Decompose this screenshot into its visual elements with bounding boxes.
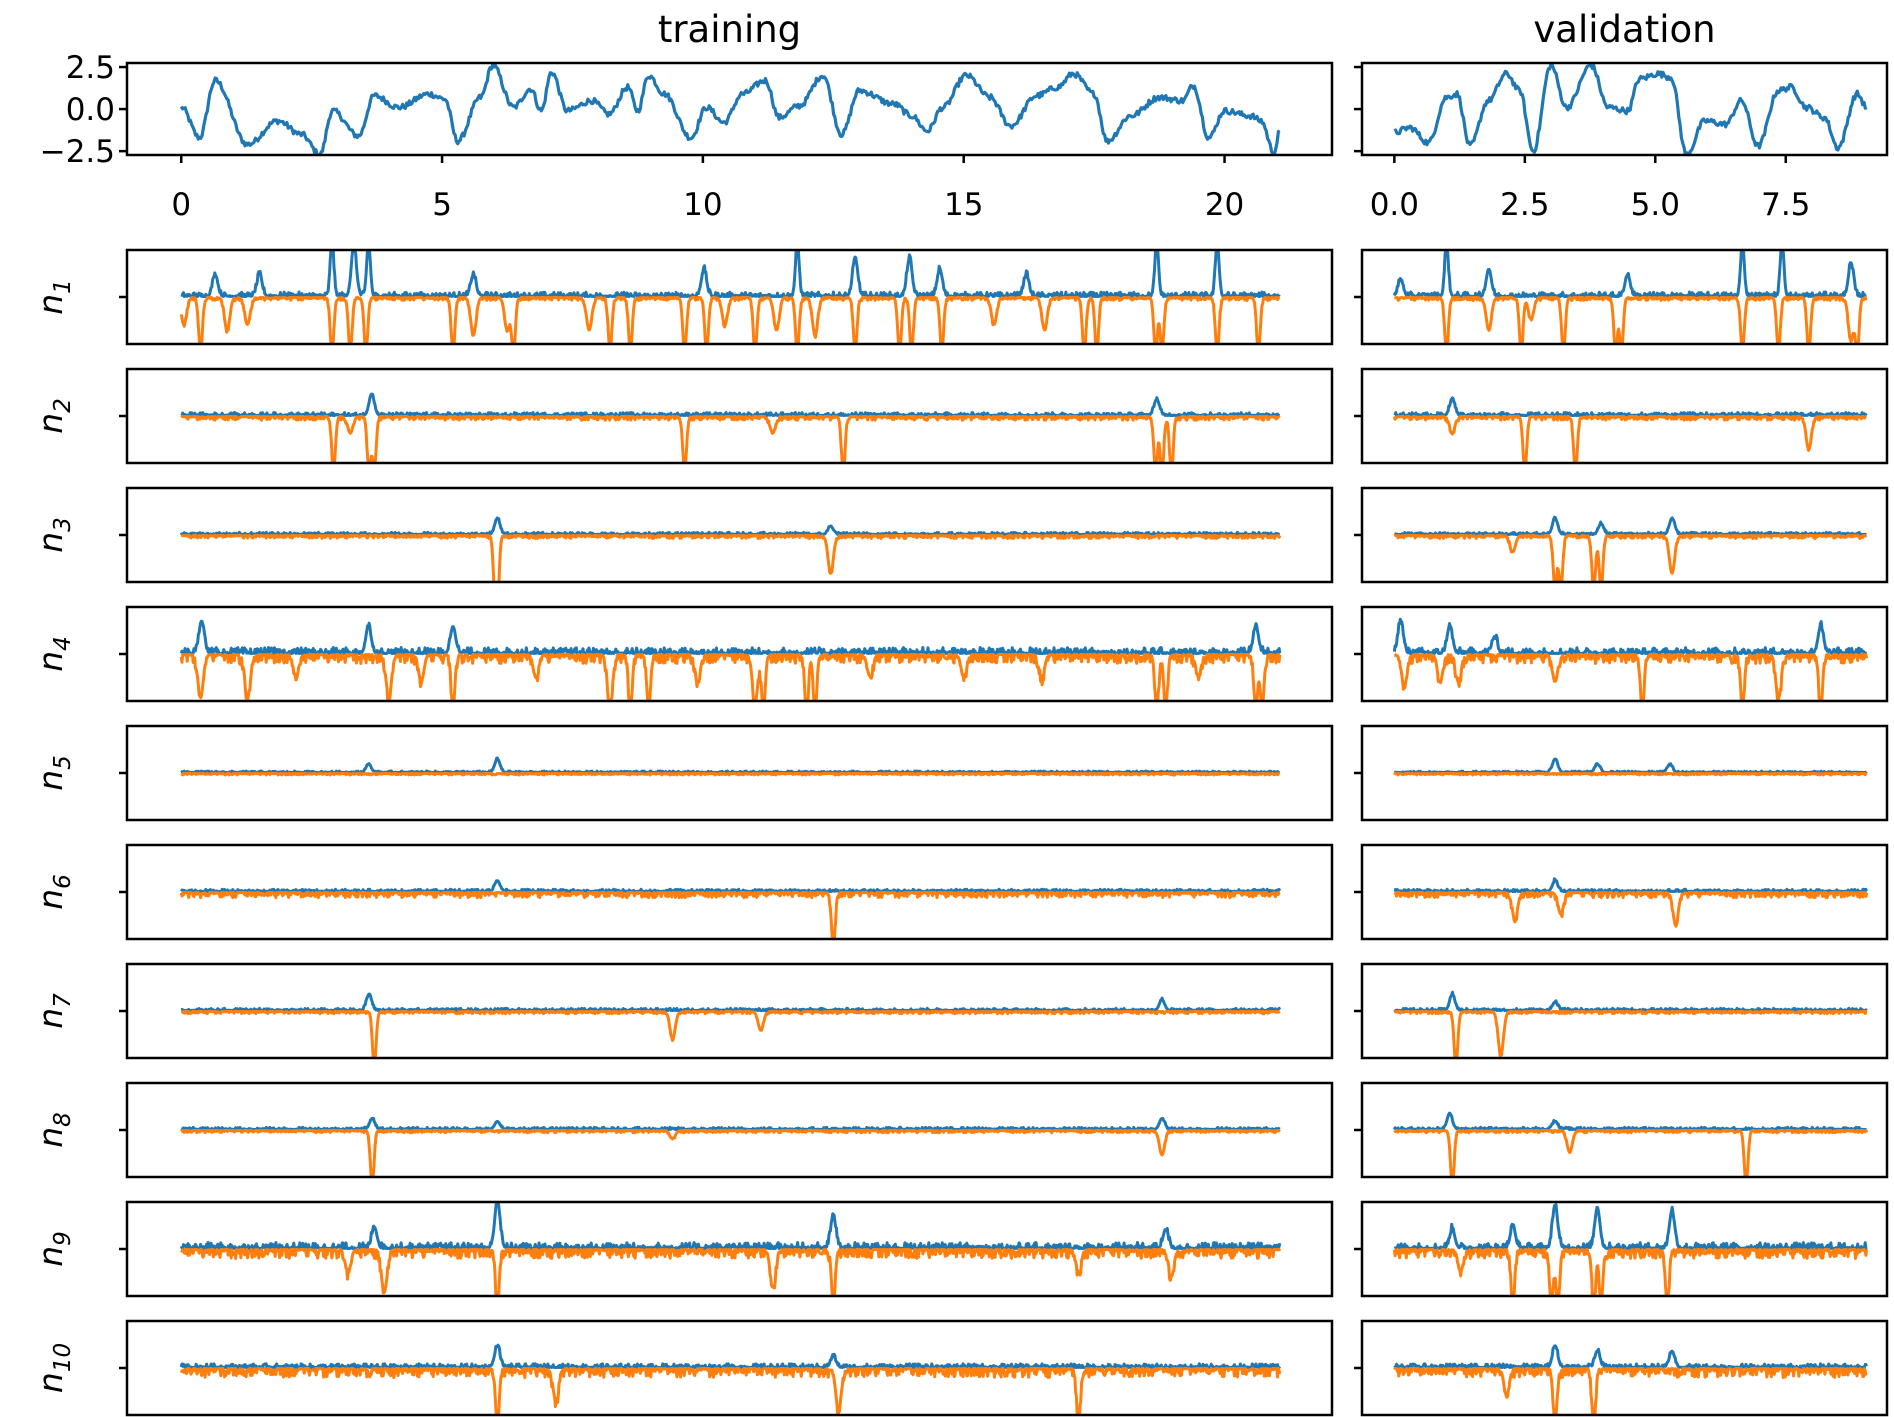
panel-ylabel: n3	[31, 517, 76, 553]
training-n8-orange-line	[180, 1129, 1281, 1177]
x-tick-label: 15	[944, 187, 983, 223]
panel-ylabel: n6	[31, 874, 76, 910]
training-n5-orange-line	[180, 772, 1281, 777]
y-tick-label: 2.5	[66, 50, 115, 86]
training-title: training	[658, 8, 801, 51]
validation-n10-orange-line	[1393, 1367, 1868, 1415]
validation-n4-orange-line	[1393, 653, 1869, 701]
ylabel-subscript: 9	[50, 1231, 76, 1246]
training-n8-blue-line	[180, 1116, 1281, 1131]
ylabel-var: n	[31, 1246, 70, 1267]
ylabel-var: n	[31, 1372, 70, 1393]
panel-ylabel: n8	[31, 1112, 76, 1148]
ylabel-subscript: 10	[50, 1343, 76, 1372]
x-tick-label: 0	[171, 187, 191, 223]
training-n9-blue-line	[179, 1202, 1282, 1250]
training-n10-orange-line	[179, 1367, 1282, 1415]
training-n4-blue-line	[179, 619, 1282, 655]
x-tick-label: 5	[432, 187, 452, 223]
training-n3-blue-line	[179, 516, 1281, 536]
training-n2-orange-line	[180, 415, 1281, 463]
training-n4-orange-line	[179, 653, 1282, 701]
training-n5-blue-line	[180, 756, 1281, 774]
validation-n3-orange-line	[1393, 534, 1868, 582]
validation-signal-line	[1393, 63, 1868, 155]
validation-n10-blue-line	[1393, 1344, 1868, 1369]
validation-n3-blue-line	[1393, 515, 1868, 536]
validation-n7-orange-line	[1393, 1010, 1868, 1058]
panel-ylabel: n10	[31, 1343, 76, 1393]
training-n7-orange-line	[180, 1010, 1281, 1058]
training-n1-orange-line	[179, 296, 1281, 344]
validation-n1-orange-line	[1393, 296, 1868, 344]
ylabel-var: n	[31, 889, 70, 910]
x-tick-label: 5.0	[1631, 187, 1680, 223]
x-tick-label: 7.5	[1761, 187, 1810, 223]
x-tick-label: 20	[1205, 187, 1244, 223]
validation-n1-blue-line	[1392, 250, 1868, 298]
panel-ylabel: n5	[31, 755, 76, 791]
validation-n6-orange-line	[1393, 891, 1869, 928]
training-n3-orange-line	[180, 534, 1282, 582]
training-n6-blue-line	[180, 879, 1282, 893]
training-n1-blue-line	[180, 250, 1281, 298]
validation-n5-blue-line	[1393, 757, 1868, 774]
x-tick-label: 0.0	[1370, 187, 1419, 223]
ylabel-subscript: 2	[50, 398, 76, 413]
validation-n2-blue-line	[1393, 396, 1868, 417]
panel-ylabel: n4	[31, 636, 76, 672]
panel-ylabel: n9	[31, 1231, 76, 1267]
ylabel-var: n	[31, 413, 70, 434]
ylabel-var: n	[31, 294, 70, 315]
validation-n4-blue-line	[1392, 617, 1868, 655]
training-n10-blue-line	[179, 1343, 1282, 1369]
ylabel-subscript: 5	[50, 755, 76, 770]
x-tick-label: 10	[683, 187, 722, 223]
ylabel-subscript: 3	[50, 517, 76, 532]
ylabel-subscript: 8	[50, 1112, 76, 1127]
ylabel-var: n	[31, 1008, 70, 1029]
training-n7-blue-line	[180, 992, 1282, 1012]
panel-ylabel: n7	[31, 993, 76, 1029]
training-n2-blue-line	[180, 392, 1281, 417]
validation-n7-blue-line	[1393, 990, 1868, 1012]
validation-n2-orange-line	[1392, 415, 1868, 463]
ylabel-subscript: 6	[50, 874, 76, 889]
training-n9-orange-line	[180, 1248, 1282, 1296]
ylabel-var: n	[31, 651, 70, 672]
ylabel-var: n	[31, 1127, 70, 1148]
x-tick-label: 2.5	[1500, 187, 1549, 223]
panel-ylabel: n1	[31, 279, 76, 315]
validation-n8-blue-line	[1393, 1111, 1868, 1131]
validation-n8-orange-line	[1393, 1129, 1869, 1177]
validation-n6-blue-line	[1393, 877, 1868, 893]
ylabel-subscript: 4	[50, 636, 76, 651]
ylabel-var: n	[31, 532, 70, 553]
y-tick-label: 0.0	[66, 92, 115, 128]
ylabel-subscript: 7	[50, 993, 76, 1008]
y-tick-label: −2.5	[40, 134, 115, 170]
validation-n9-orange-line	[1392, 1248, 1869, 1296]
training-n6-orange-line	[179, 891, 1281, 939]
validation-n5-orange-line	[1393, 772, 1868, 777]
validation-n9-blue-line	[1393, 1203, 1868, 1250]
training-signal-line	[179, 63, 1281, 155]
panel-ylabel: n2	[31, 398, 76, 434]
validation-title: validation	[1533, 8, 1715, 51]
ylabel-subscript: 1	[50, 279, 76, 294]
ylabel-var: n	[31, 770, 70, 791]
